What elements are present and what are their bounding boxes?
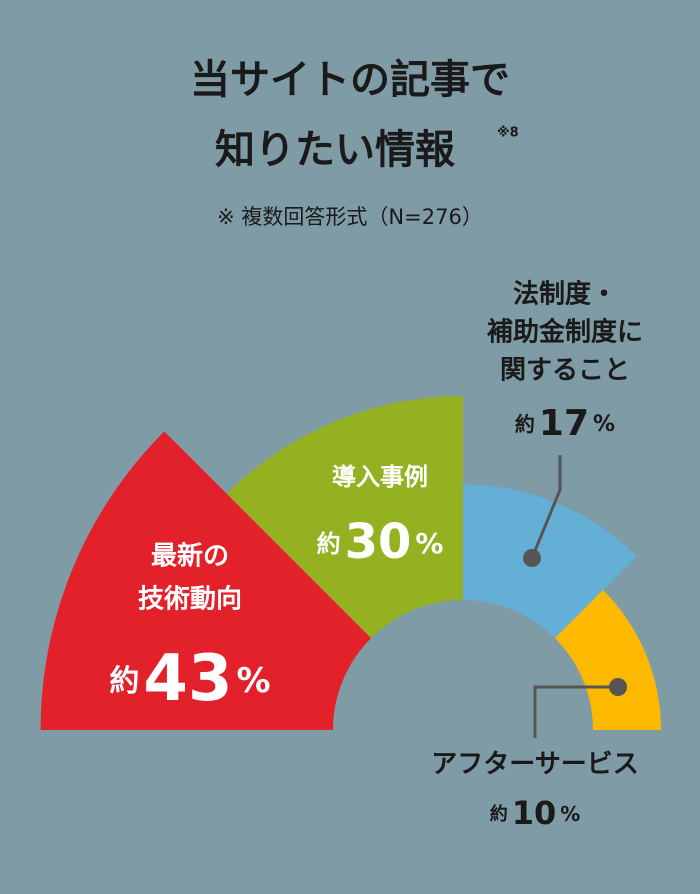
value-prefix: 約 [515,412,535,436]
value-unit: % [593,412,615,437]
value-number: 17 [539,403,589,444]
value-prefix: 約 [109,664,139,699]
category-label: 補助金制度に [486,317,643,348]
value-unit: % [236,661,270,701]
sector [554,589,661,730]
category-label: 技術動向 [138,584,242,615]
value-prefix: 約 [317,530,341,558]
leader-dot [609,678,627,696]
leader-dot [523,549,541,567]
value-prefix: 約 [490,803,508,825]
category-label: アフターサービス [431,750,638,780]
category-label: 法制度・ [513,279,617,310]
sector [463,484,637,639]
value-label: 約 17% [515,403,615,444]
sector [226,396,463,639]
leader-line [530,455,562,559]
title-note: ※8 [497,126,519,141]
value-unit: % [560,802,580,826]
value-label: 約 10% [490,794,581,832]
value-unit: % [415,527,443,560]
category-label: 導入事例 [332,463,428,491]
value-label: 約30% [317,514,444,570]
sector [40,431,372,730]
value-label: 約43% [109,642,270,716]
leader-line [533,685,618,738]
value-number: 43 [143,642,232,716]
subtitle: ※ 複数回答形式（N=276） [217,205,483,229]
title-line: 当サイトの記事で [190,57,510,103]
category-label: 最新の [151,541,229,572]
value-number: 30 [345,514,412,570]
value-number: 10 [512,794,557,832]
title-line: 知りたい情報 [215,127,455,173]
category-label: 関すること [500,356,630,386]
